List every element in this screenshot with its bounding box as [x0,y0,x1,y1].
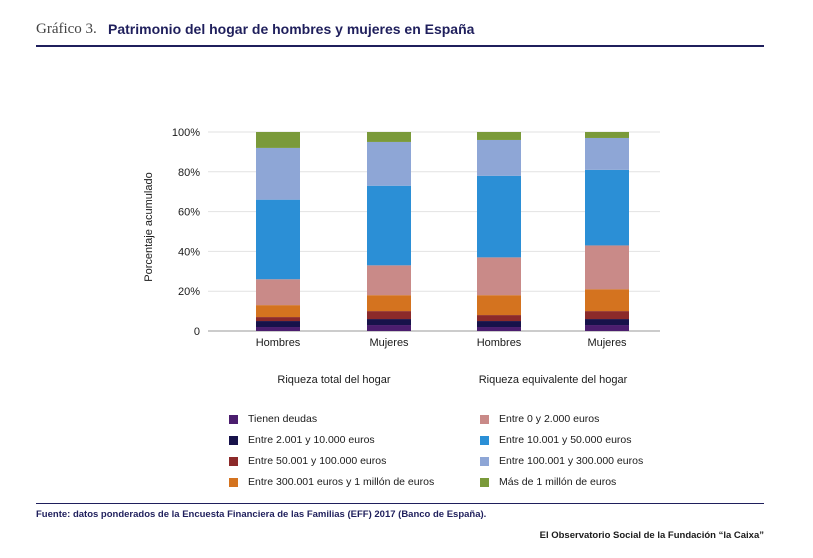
x-tick-label: Mujeres [587,337,627,349]
footer-rule [36,503,764,504]
bar-segment [585,319,629,326]
bar-segment [367,132,411,142]
bar-segment [585,169,629,246]
bar-segment [585,311,629,320]
legend-label: Entre 100.001 y 300.000 euros [499,455,644,467]
bar-segment [367,325,411,331]
bar-segment [585,137,629,170]
bar-segment [367,141,411,186]
bar-segment [256,321,300,328]
legend-swatch [229,435,238,445]
bar-segment [477,257,521,296]
group-labels: Riqueza total del hogar Riqueza equivalen… [277,374,627,386]
group-label: Riqueza total del hogar [277,374,390,386]
y-tick-label: 0 [194,326,200,338]
bar-segment [256,317,300,322]
bar-segment [477,139,521,176]
bar-segment [256,199,300,280]
source-note: Fuente: datos ponderados de la Encuesta … [36,509,487,520]
legend-label: Entre 300.001 euros y 1 millón de euros [248,476,435,488]
legend-item: Más de 1 millón de euros [480,476,616,488]
chart-header: Gráfico 3. Patrimonio del hogar de hombr… [36,18,764,46]
legend-swatch [480,477,489,487]
y-tick-label: 20% [178,286,200,298]
stacked-bar-chart: 0 20% 40% 60% 80% 100% Hombres Mujeres Hombres M… [143,127,660,386]
bar-segment [367,295,411,312]
x-tick-label: Mujeres [369,337,409,349]
header-rule [36,45,764,47]
legend-swatch [480,435,489,445]
legend-item: Entre 10.001 y 50.000 euros [480,434,632,446]
bar-segment [585,325,629,331]
group-label: Riqueza equivalente del hogar [479,374,628,386]
legend-item: Entre 0 y 2.000 euros [480,413,599,425]
bar-segment [477,315,521,322]
y-axis-ticks: 0 20% 40% 60% 80% 100% [172,127,200,338]
legend-swatch [480,456,489,466]
y-tick-label: 60% [178,207,200,219]
bar-segment [477,132,521,140]
legend-swatch [229,456,238,466]
y-tick-label: 80% [178,167,200,179]
bar-segment [256,327,300,331]
legend-item: Entre 2.001 y 10.000 euros [229,434,375,446]
legend-label: Entre 50.001 y 100.000 euros [248,455,387,467]
legend-label: Entre 2.001 y 10.000 euros [248,434,375,446]
legend-label: Entre 10.001 y 50.000 euros [499,434,632,446]
bar-segment [256,279,300,306]
legend-item: Tienen deudas [229,413,317,425]
legend-item: Entre 50.001 y 100.000 euros [229,455,386,467]
bar-segment [367,265,411,296]
legend-swatch [229,477,238,487]
bar-segment [256,132,300,148]
bar-segment [367,311,411,320]
legend-label: Más de 1 millón de euros [499,476,617,488]
legend-item: Entre 300.001 euros y 1 millón de euros [229,476,434,488]
legend-label: Entre 0 y 2.000 euros [499,413,600,425]
bar-segment [256,147,300,200]
brand-credit: El Observatorio Social de la Fundación “… [539,530,764,541]
bar-segment [477,327,521,331]
bars [256,132,629,331]
x-tick-label: Hombres [256,337,301,349]
chart-title: Patrimonio del hogar de hombres y mujere… [108,21,475,37]
bar-segment [585,132,629,138]
bar-segment [367,185,411,266]
figure-label: Gráfico 3. [36,21,97,37]
legend-label: Tienen deudas [248,413,318,425]
bar-segment [585,289,629,312]
y-tick-label: 100% [172,127,200,139]
bar-segment [585,245,629,290]
bar-segment [256,305,300,318]
x-tick-label: Hombres [477,337,522,349]
legend-swatch [229,414,238,424]
x-axis-labels: Hombres Mujeres Hombres Mujeres [256,337,627,349]
bar-segment [477,295,521,316]
y-axis-label: Porcentaje acumulado [143,172,155,281]
legend-item: Entre 100.001 y 300.000 euros [480,455,643,467]
bar-segment [477,321,521,328]
legend-swatch [480,414,489,424]
y-tick-label: 40% [178,246,200,258]
bar-segment [367,319,411,326]
bar-segment [477,175,521,258]
